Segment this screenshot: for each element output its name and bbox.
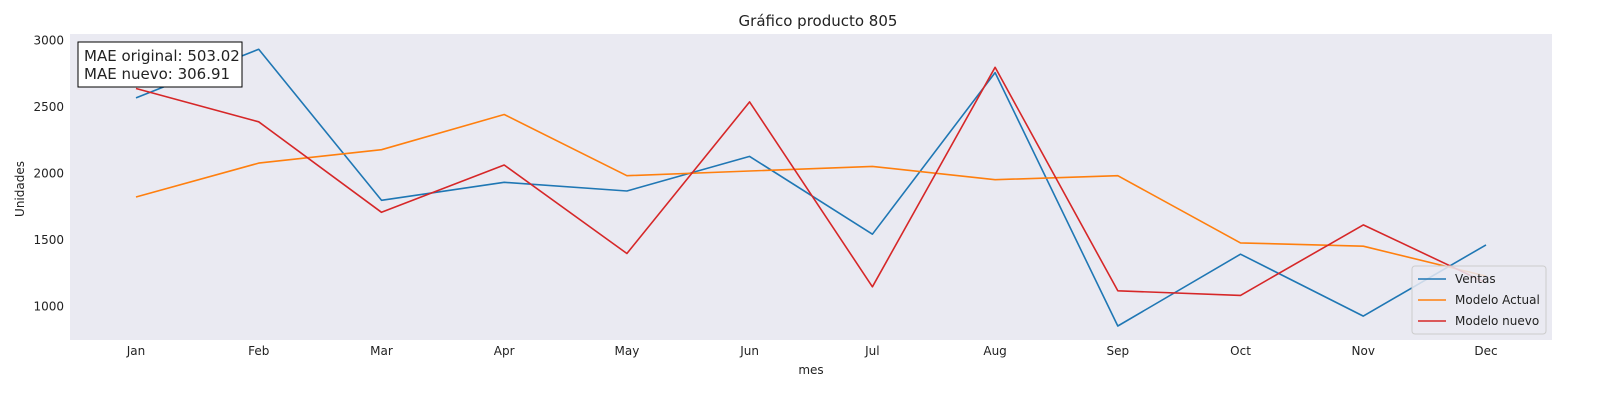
x-tick-label-aug: Aug: [983, 344, 1006, 358]
x-axis-label: mes: [798, 363, 823, 377]
plot-area: [70, 34, 1552, 340]
legend-label-modelo-nuevo: Modelo nuevo: [1455, 314, 1539, 328]
y-tick-label-3000: 3000: [33, 34, 64, 48]
legend-label-modelo-actual: Modelo Actual: [1455, 293, 1540, 307]
mae-original-text: MAE original: 503.02: [84, 47, 240, 65]
x-tick-label-nov: Nov: [1352, 344, 1375, 358]
legend-label-ventas: Ventas: [1455, 272, 1496, 286]
y-tick-label-1000: 1000: [33, 300, 64, 314]
series-lines: [135, 48, 1487, 327]
x-tick-label-may: May: [615, 344, 640, 358]
y-tick-label-2500: 2500: [33, 100, 64, 114]
x-tick-label-dec: Dec: [1474, 344, 1497, 358]
y-axis-ticks: 1000 1500 2000 2500 3000: [33, 34, 64, 314]
mae-nuevo-text: MAE nuevo: 306.91: [84, 65, 230, 83]
x-tick-label-jun: Jun: [739, 344, 759, 358]
y-axis-label: Unidades: [13, 161, 27, 217]
series-line-modelo-actual: [135, 113, 1487, 277]
chart-title: Gráfico producto 805: [739, 12, 898, 30]
legend-box: [1411, 265, 1547, 335]
series-line-modelo-nuevo: [135, 66, 1487, 297]
x-tick-label-mar: Mar: [370, 344, 393, 358]
y-tick-label-1500: 1500: [33, 233, 64, 247]
x-tick-label-jul: Jul: [864, 344, 879, 358]
legend: Ventas Modelo Actual Modelo nuevo: [1411, 265, 1547, 335]
x-tick-label-feb: Feb: [248, 344, 269, 358]
x-tick-label-sep: Sep: [1107, 344, 1130, 358]
x-tick-label-oct: Oct: [1230, 344, 1251, 358]
y-tick-label-2000: 2000: [33, 167, 64, 181]
x-axis-ticks: Jan Feb Mar Apr May Jun Jul Aug Sep Oct Nov Dec: [126, 344, 1498, 358]
x-tick-label-jan: Jan: [126, 344, 146, 358]
x-tick-label-apr: Apr: [494, 344, 515, 358]
mae-annotation-box: MAE original: 503.02 MAE nuevo: 306.91: [77, 41, 243, 88]
